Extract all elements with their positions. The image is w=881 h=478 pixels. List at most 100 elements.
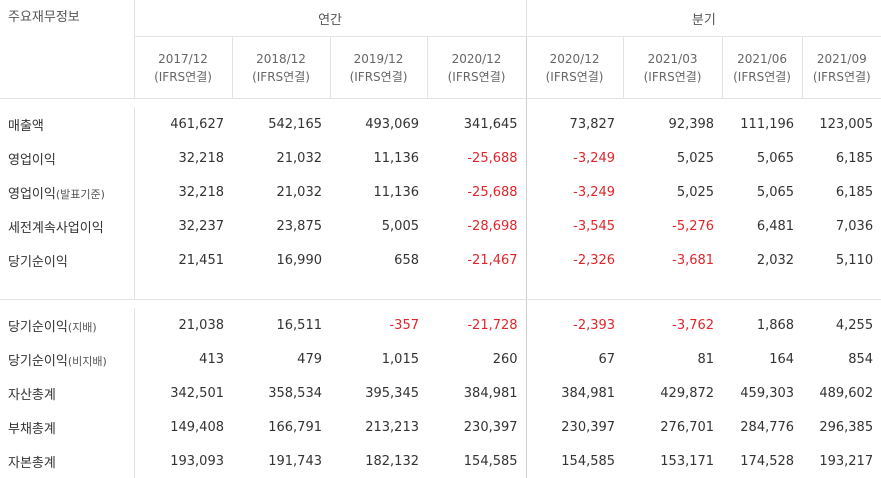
- period-header: 2018/12 (IFRS연결): [231, 36, 330, 99]
- row-label-sub: (발표기준): [55, 187, 105, 201]
- table-row: 자산총계 342,501 358,534 395,345 384,981 384,981 4…: [0, 376, 881, 410]
- period-basis: (IFRS연결): [252, 69, 310, 84]
- row-label: 매출액: [0, 107, 135, 141]
- period-header: 2021/03 (IFRS연결): [622, 36, 723, 99]
- corner-label: 주요재무정보: [0, 0, 135, 99]
- period-basis: (IFRS연결): [447, 69, 506, 84]
- table-cell: 5,110: [835, 252, 874, 268]
- period-basis: (IFRS연결): [733, 69, 791, 84]
- table-cell: -3,681: [672, 252, 715, 268]
- table-cell: 276,701: [660, 419, 715, 435]
- row-label-main: 당기순이익: [8, 254, 68, 270]
- table-cell: 1,868: [756, 317, 795, 333]
- period-header: 2017/12 (IFRS연결): [134, 36, 232, 99]
- table-cell: 182,132: [365, 453, 419, 469]
- table-row: 당기순이익 21,451 16,990 658 -21,467 -2,326 -3,681 2…: [0, 243, 881, 277]
- table-cell: 542,165: [268, 116, 322, 132]
- row-label-main: 자본총계: [8, 455, 56, 471]
- period-date: 2021/03: [647, 51, 698, 66]
- row-label-main: 영업이익: [8, 186, 56, 202]
- table-cell: -25,688: [467, 184, 518, 200]
- row-label: 당기순이익: [0, 243, 135, 277]
- table-cell: 230,397: [525, 410, 624, 444]
- table-row: 세전계속사업이익 32,237 23,875 5,005 -28,698 -3,545 -5…: [0, 209, 881, 243]
- table-cell: 153,171: [660, 453, 715, 469]
- table-cell: 260: [492, 351, 518, 367]
- row-label-sub: (지배): [67, 320, 97, 334]
- table-cell: 32,218: [178, 150, 225, 166]
- period-header: 2019/12 (IFRS연결): [329, 36, 427, 99]
- table-row: 영업이익(발표기준) 32,218 21,032 11,136 -25,688 -3,24…: [0, 175, 881, 209]
- period-basis: (IFRS연결): [812, 69, 871, 84]
- table-cell: -2,393: [525, 308, 624, 342]
- table-row: 부채총계 149,408 166,791 213,213 230,397 230,397 2…: [0, 410, 881, 444]
- table-cell: 193,093: [170, 453, 224, 469]
- table-cell: 395,345: [365, 385, 419, 401]
- table-cell: -3,249: [525, 141, 624, 175]
- row-label: 당기순이익(비지배): [0, 342, 135, 376]
- table-cell: 5,025: [676, 184, 715, 200]
- table-cell: 358,534: [268, 385, 322, 401]
- period-header: 2020/12 (IFRS연결): [426, 36, 527, 99]
- table-cell: 413: [199, 351, 224, 367]
- table-row: 매출액 461,627 542,165 493,069 341,645 73,827 92,…: [0, 107, 881, 141]
- table-row: 영업이익 32,218 21,032 11,136 -25,688 -3,249 5,025…: [0, 141, 881, 175]
- row-label: 영업이익: [0, 141, 135, 175]
- table-cell: 21,451: [178, 252, 225, 268]
- table-cell: -2,326: [525, 243, 624, 277]
- table-cell: 2,032: [756, 252, 795, 268]
- table-row: 당기순이익(비지배) 413 479 1,015 260 67 81 164 854: [0, 342, 881, 376]
- table-cell: -21,728: [467, 317, 518, 333]
- table-row: 자본총계 193,093 191,743 182,132 154,585 154,585 1…: [0, 444, 881, 478]
- table-cell: -3,249: [525, 175, 624, 209]
- period-date: 2020/12: [451, 51, 502, 66]
- table-cell: -3,545: [525, 209, 624, 243]
- table-cell: 384,981: [525, 376, 624, 410]
- period-basis: (IFRS연결): [349, 69, 408, 84]
- table-cell: 123,005: [819, 116, 874, 132]
- table-cell: 284,776: [740, 419, 795, 435]
- table-cell: 6,481: [756, 218, 795, 234]
- table-cell: 489,602: [819, 385, 874, 401]
- group-annual: 연간: [134, 0, 527, 37]
- table-cell: 174,528: [740, 453, 795, 469]
- period-header: 2020/12 (IFRS연결): [525, 36, 624, 99]
- row-label: 세전계속사업이익: [0, 209, 135, 243]
- table-cell: 149,408: [170, 419, 224, 435]
- table-cell: 154,585: [525, 444, 624, 478]
- table-cell: 341,645: [463, 116, 518, 132]
- table-cell: 191,743: [268, 453, 322, 469]
- table-cell: 342,501: [170, 385, 224, 401]
- table-cell: 21,032: [276, 150, 323, 166]
- period-basis: (IFRS연결): [154, 69, 212, 84]
- table-cell: 658: [394, 252, 419, 268]
- row-label-main: 영업이익: [8, 152, 56, 168]
- table-cell: -21,467: [467, 252, 518, 268]
- row-label-main: 당기순이익: [8, 319, 68, 335]
- table-cell: 461,627: [170, 116, 224, 132]
- table-cell: 166,791: [268, 419, 322, 435]
- table-cell: 111,196: [740, 116, 795, 132]
- table-cell: 92,398: [668, 116, 715, 132]
- row-label-main: 세전계속사업이익: [8, 220, 104, 236]
- row-label-main: 부채총계: [8, 421, 56, 437]
- period-date: 2018/12: [256, 51, 306, 66]
- table-cell: -5,276: [672, 218, 715, 234]
- table-cell: 5,025: [676, 150, 715, 166]
- table-cell: 32,218: [178, 184, 225, 200]
- table-cell: 6,185: [835, 150, 874, 166]
- table-cell: 193,217: [819, 453, 874, 469]
- row-label: 영업이익(발표기준): [0, 175, 135, 209]
- period-date: 2021/06: [737, 51, 787, 66]
- table-cell: 384,981: [463, 385, 518, 401]
- table-cell: 1,015: [381, 351, 419, 367]
- table-cell: 154,585: [463, 453, 518, 469]
- row-label-main: 매출액: [8, 118, 44, 134]
- period-date: 2017/12: [158, 51, 208, 66]
- table-cell: 479: [297, 351, 322, 367]
- table-cell: 5,005: [381, 218, 419, 234]
- row-label-main: 당기순이익: [8, 353, 68, 369]
- period-date: 2021/09: [816, 51, 867, 66]
- table-cell: 296,385: [819, 419, 874, 435]
